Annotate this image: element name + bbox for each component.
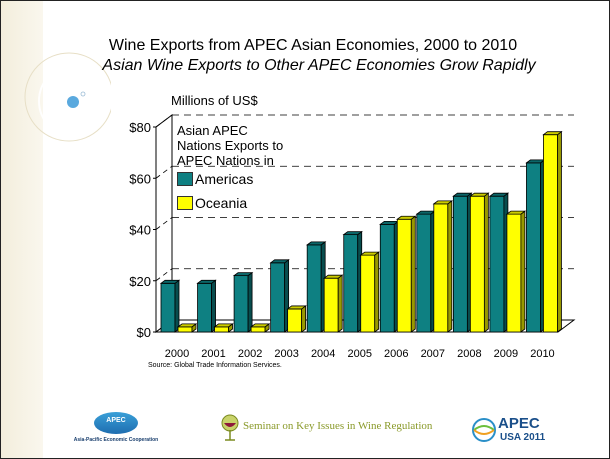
bar-top-oceania-2010 (542, 131, 563, 136)
bar-oceania-2006 (396, 218, 412, 333)
bar-oceania-2005 (360, 254, 376, 333)
bar-side-oceania-2005 (374, 251, 380, 333)
bar-americas-2004 (306, 244, 322, 333)
bar-top-oceania-2000 (176, 323, 198, 328)
bar-side-oceania-2004 (337, 274, 343, 333)
bar-top-americas-2009 (488, 192, 510, 197)
source-note: Source: Global Trade Information Service… (148, 362, 282, 369)
bar-top-oceania-2008 (469, 192, 490, 197)
chart-subtitle: Asian Wine Exports to Other APEC Economi… (102, 57, 536, 74)
bar-side-oceania-2009 (520, 210, 526, 333)
x-tick-label: 2009 (494, 348, 518, 360)
bar-americas-2001 (197, 282, 212, 333)
bar-oceania-2003 (287, 308, 303, 333)
bar-top-oceania-2009 (505, 210, 527, 215)
legend-title: Asian APEC Nations Exports to APEC Natio… (177, 123, 284, 168)
apec-left-mark: APEC (106, 417, 126, 424)
legend-swatch-americas (177, 172, 193, 186)
bar-oceania-2010 (543, 134, 558, 333)
gridline-diag (155, 114, 173, 128)
x-tick-label: 2002 (238, 348, 262, 360)
y-tick-label: $0 (137, 325, 151, 340)
y-tick-label: $40 (129, 223, 151, 238)
bar-americas-2006 (379, 223, 395, 333)
bar-side-americas-2001 (211, 279, 216, 333)
gridline-diag (155, 217, 173, 230)
bar-oceania-2000 (177, 326, 193, 333)
x-tick-label: 2000 (165, 348, 189, 360)
y-axis-label: Millions of US$ (171, 93, 258, 108)
apec-right-mark: APEC (498, 415, 540, 432)
bar-top-americas-2000 (159, 279, 181, 284)
bar-top-americas-2004 (305, 241, 327, 246)
legend-item-oceania: Oceania (177, 195, 247, 211)
bar-chart: $0 $20 $40 $60 $80 2000 2001 2002 2003 2004 2005 20… (129, 114, 576, 360)
bar-top-americas-2002 (232, 272, 254, 277)
bar-side-americas-2002 (247, 271, 253, 333)
legend-label-oceania: Oceania (195, 195, 248, 211)
bar-side-oceania-2003 (301, 305, 307, 333)
bar-top-americas-2008 (452, 192, 473, 197)
bar-side-oceania-2010 (557, 130, 562, 333)
x-tick-label: 2004 (311, 348, 335, 360)
legend-item-americas: Americas (177, 171, 253, 187)
bar-oceania-2002 (250, 326, 266, 333)
chart-title: Wine Exports from APEC Asian Economies, … (108, 37, 518, 54)
x-tick-label: 2006 (384, 348, 408, 360)
legend-label-americas: Americas (195, 171, 254, 187)
bar-top-oceania-2007 (432, 200, 454, 205)
apec-left-subtitle: Asia-Pacific Economic Cooperation (73, 437, 159, 443)
bar-americas-2002 (233, 275, 249, 333)
bar-top-oceania-2002 (249, 323, 271, 328)
bar-top-oceania-2006 (396, 215, 417, 220)
apec-oval-icon: APEC (94, 412, 138, 434)
bar-americas-2000 (160, 282, 176, 333)
bar-top-americas-2005 (342, 231, 363, 236)
x-tick-label: 2008 (457, 348, 481, 360)
bar-oceania-2007 (433, 203, 449, 333)
x-tick-label: 2007 (421, 348, 445, 360)
bar-americas-2008 (452, 195, 468, 333)
bar-americas-2007 (416, 213, 432, 333)
blue-dot-icon (67, 96, 79, 108)
bar-americas-2005 (343, 234, 359, 333)
left-decorative-stripe (1, 1, 43, 458)
seminar-title: Seminar on Key Issues in Wine Regulation (243, 420, 433, 432)
x-tick-label: 2001 (201, 348, 225, 360)
bar-side-oceania-2006 (410, 215, 416, 333)
apec-globe-icon (472, 418, 496, 442)
bar-americas-2003 (270, 262, 286, 333)
x-tick-label: 2003 (274, 348, 298, 360)
bar-side-americas-2000 (174, 279, 180, 333)
bar-side-oceania-2007 (447, 200, 453, 333)
apec-right-subtitle: USA 2011 (500, 432, 546, 443)
bar-top-americas-2003 (269, 259, 290, 264)
legend-swatch-oceania (177, 196, 193, 210)
apec-logo-left: APEC Asia-Pacific Economic Cooperation (73, 412, 159, 443)
gridline-diag (155, 165, 173, 179)
y-tick-label: $60 (129, 171, 151, 186)
x-tick-label: 2005 (347, 348, 371, 360)
bar-americas-2009 (489, 195, 505, 333)
bar-oceania-2001 (214, 326, 229, 333)
bar-top-oceania-2005 (359, 251, 380, 256)
y-tick-label: $20 (129, 274, 151, 289)
bar-top-americas-2001 (196, 279, 217, 284)
bar-side-oceania-2008 (483, 192, 489, 333)
legend: Asian APEC Nations Exports to APEC Natio… (177, 123, 287, 211)
x-tick-label: 2010 (530, 348, 554, 360)
bar-top-oceania-2003 (286, 305, 307, 310)
gridline-diag (155, 268, 173, 282)
wine-glass-icon (221, 414, 239, 441)
bar-oceania-2008 (469, 195, 485, 333)
y-tick-label: $80 (129, 120, 151, 135)
decorative-arcs (24, 52, 111, 142)
bar-top-oceania-2001 (213, 323, 234, 328)
bar-americas-2010 (526, 162, 541, 333)
bar-top-oceania-2004 (322, 274, 344, 279)
bar-oceania-2004 (323, 277, 339, 333)
bar-oceania-2009 (506, 213, 522, 333)
